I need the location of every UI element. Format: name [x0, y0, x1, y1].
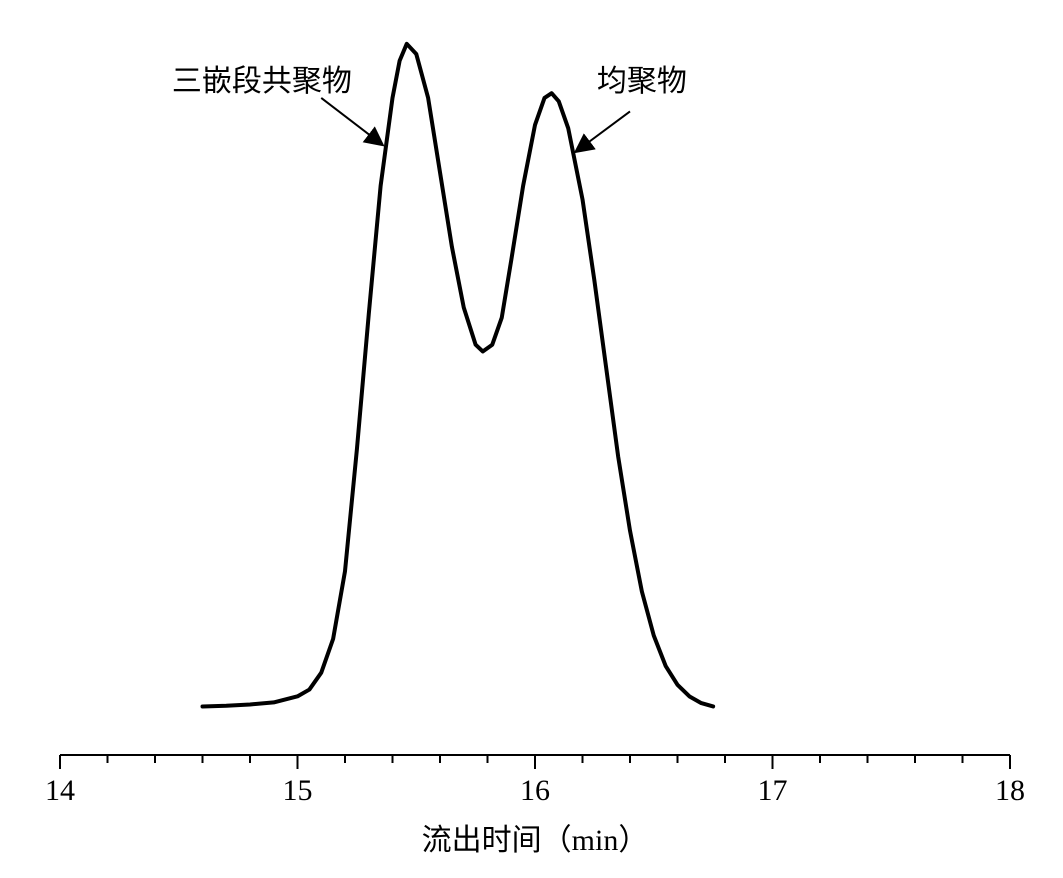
chart-svg: 三嵌段共聚物 均聚物 14 15 16 17 18 流出时间（min）	[0, 0, 1063, 878]
x-tick-label: 16	[520, 774, 550, 807]
annotation-arrow-triblock	[321, 98, 383, 145]
x-tick-label: 15	[283, 774, 313, 807]
x-tick-label: 18	[995, 774, 1025, 807]
annotation-label-homopolymer: 均聚物	[597, 65, 687, 98]
annotation-arrow-homopolymer	[575, 111, 630, 152]
x-tick-label: 14	[45, 774, 75, 807]
gpc-curve	[203, 44, 714, 707]
annotation-label-triblock: 三嵌段共聚物	[172, 65, 352, 98]
x-axis-label: 流出时间（min）	[422, 824, 649, 857]
gpc-chart: 三嵌段共聚物 均聚物 14 15 16 17 18 流出时间（min）	[0, 0, 1063, 878]
x-tick-label: 17	[758, 774, 788, 807]
